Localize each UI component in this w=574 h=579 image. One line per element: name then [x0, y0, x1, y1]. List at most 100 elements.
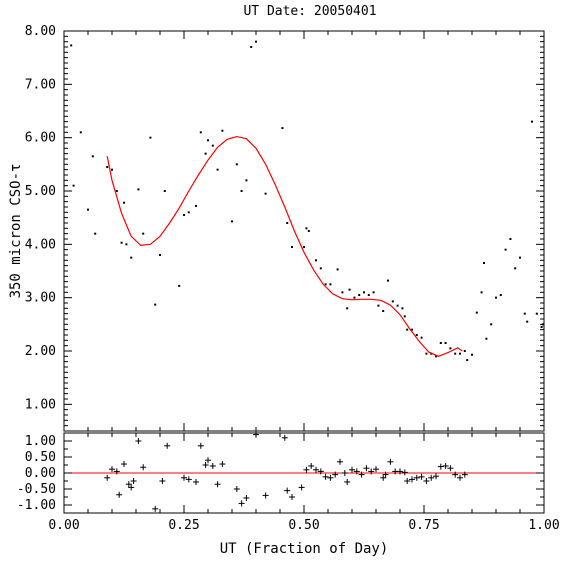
data-point [391, 300, 394, 303]
main-plot-frame [63, 30, 545, 432]
residual-point [289, 494, 295, 500]
data-point [149, 136, 152, 139]
data-point [523, 312, 526, 315]
residual-point [130, 478, 137, 484]
data-point [466, 359, 469, 362]
residual-y-tick-labels: -1.00-0.500.000.501.00 [17, 434, 56, 513]
data-point [336, 268, 339, 271]
residual-y-tick-label: 1.00 [25, 434, 56, 449]
residual-point [197, 442, 204, 449]
main-y-tick-label: 5.00 [25, 184, 56, 199]
residual-point [341, 470, 348, 476]
data-point [358, 294, 361, 296]
residual-point [128, 484, 135, 491]
data-point [125, 243, 128, 246]
residual-point [181, 474, 187, 481]
data-point [475, 311, 478, 314]
data-point [435, 355, 437, 358]
chart-title: UT Date: 20050401 [243, 4, 376, 19]
residual-point [363, 465, 370, 472]
residual-point [152, 505, 159, 512]
data-point [348, 288, 351, 291]
data-point [454, 352, 457, 355]
data-point [387, 279, 389, 282]
data-point [346, 307, 349, 310]
data-point [163, 190, 166, 192]
main-y-tick-label: 7.00 [25, 77, 56, 92]
residual-y-tick-label: -1.00 [17, 498, 56, 513]
data-point [319, 267, 322, 270]
data-point [79, 131, 82, 134]
data-point [250, 46, 253, 48]
data-point [471, 353, 473, 356]
data-point [444, 342, 447, 344]
data-point [91, 155, 94, 158]
data-point [401, 307, 404, 310]
residual-point [322, 473, 329, 480]
residual-point [202, 462, 209, 468]
data-point [199, 131, 202, 134]
main-y-tick-label: 8.00 [25, 24, 56, 39]
data-point [123, 201, 125, 204]
data-point [519, 256, 521, 259]
residual-point [209, 462, 216, 469]
data-point [542, 323, 545, 326]
residual-point [214, 481, 221, 488]
main-y-tick-label: 1.00 [25, 397, 56, 412]
data-point [329, 283, 332, 286]
x-tick-label: 0.50 [288, 518, 319, 533]
data-point [187, 211, 190, 214]
main-y-tick-label: 6.00 [25, 131, 56, 146]
residual-y-tick-label: 0.00 [25, 466, 56, 481]
data-point [137, 188, 140, 191]
data-point [216, 168, 219, 171]
residual-point [281, 434, 288, 441]
residual-point [373, 466, 379, 473]
data-point [211, 144, 214, 147]
data-point [240, 190, 243, 192]
main-y-tick-label: 3.00 [25, 291, 56, 306]
residual-point [344, 478, 351, 485]
data-point [526, 320, 529, 323]
data-point [514, 267, 517, 270]
data-point [130, 256, 133, 259]
data-point [106, 166, 109, 168]
residual-point [185, 476, 192, 483]
residual-axis-ticks [64, 433, 544, 513]
residual-point [349, 466, 355, 473]
data-point [382, 310, 385, 312]
residual-point [303, 466, 310, 473]
residual-point [135, 438, 142, 444]
main-y-tick-labels: 1.00 2.00 3.00 4.00 5.00 6.00 7.00 8.00 [25, 24, 56, 412]
fit-curve [106, 135, 463, 357]
data-point [115, 190, 118, 192]
data-point [485, 337, 488, 340]
data-point [303, 246, 305, 248]
data-point [195, 204, 197, 207]
data-point [439, 342, 442, 344]
data-point [183, 214, 185, 216]
residual-point [313, 466, 319, 473]
data-point [307, 230, 310, 232]
residual-point [447, 465, 454, 472]
x-axis-title: UT (Fraction of Day) [220, 541, 389, 557]
data-point [178, 284, 181, 287]
residual-point [418, 473, 425, 480]
residual-point [337, 458, 343, 465]
residual-point [327, 474, 334, 481]
data-point [504, 248, 507, 251]
data-point [499, 294, 502, 296]
residual-point [262, 492, 269, 499]
data-point [315, 259, 317, 262]
residual-point [104, 474, 111, 481]
data-point [540, 326, 543, 328]
data-point [245, 179, 248, 182]
residual-point [397, 468, 403, 475]
residual-point [387, 458, 394, 465]
residual-point [452, 471, 459, 478]
x-tick-label: 0.75 [408, 518, 439, 533]
residual-y-tick-label: 0.50 [25, 450, 56, 465]
data-point [483, 262, 485, 264]
